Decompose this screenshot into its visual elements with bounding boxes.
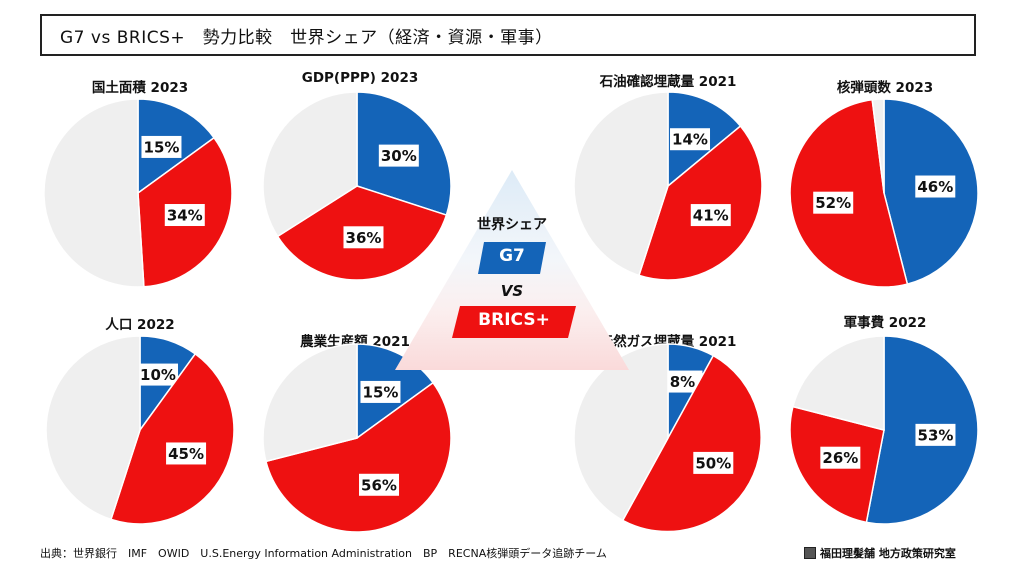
chart-title-gdp: GDP(PPP) 2023: [301, 70, 419, 86]
pie-1: 30% 36%: [262, 91, 452, 281]
data-label-box: [662, 370, 703, 393]
data-label-box: [670, 128, 711, 151]
data-label-box: [359, 473, 400, 496]
data-label: 8%: [670, 373, 695, 391]
vs-label: VS: [500, 282, 524, 300]
data-label-box: [693, 451, 734, 474]
pie-7: 53% 26%: [789, 335, 979, 525]
data-label: 10%: [140, 366, 176, 384]
chart-title-population: 人口 2022: [105, 317, 175, 333]
chart-title-land: 国土面積 2023: [91, 80, 189, 96]
data-label-box: [360, 380, 401, 403]
data-label: 41%: [693, 207, 729, 225]
data-label: 52%: [815, 194, 851, 212]
pie-slice-brics: [110, 352, 235, 525]
data-label-box: [813, 191, 854, 214]
data-label-box: [141, 135, 182, 158]
brics-badge-shape: [452, 306, 576, 338]
pie-slice-other: [792, 335, 885, 431]
pie-slice-other: [573, 343, 669, 522]
chart-title-agriculture: 農業生産額 2021: [300, 334, 410, 350]
data-label-box: [343, 226, 384, 249]
data-label-box: [164, 204, 205, 227]
data-label: 15%: [363, 383, 399, 401]
pie-3: 46% 52%: [789, 98, 979, 288]
center-triangle: [395, 170, 629, 370]
credit-logo-icon: [804, 547, 816, 559]
pie-slice-other: [871, 98, 885, 194]
data-label: 15%: [144, 138, 180, 156]
pie-slice-other: [45, 335, 141, 521]
data-label: 56%: [361, 476, 397, 494]
data-label: 45%: [168, 445, 204, 463]
pie-6: 8% 50%: [573, 343, 762, 533]
data-label: 46%: [917, 178, 953, 196]
chart-title-gas: 天然ガス埋蔵量 2021: [599, 334, 737, 350]
data-label: 36%: [346, 229, 382, 247]
pie-2: 14% 41%: [573, 91, 763, 281]
page-title-box: G7 vs BRICS+ 勢力比較 世界シェア（経済・資源・軍事）: [40, 14, 976, 56]
data-label: 53%: [918, 426, 954, 444]
credit-text: 福田理髪舗 地方政策研究室: [820, 547, 956, 560]
g7-badge-shape: [478, 242, 546, 274]
credit: 福田理髪舗 地方政策研究室: [804, 545, 956, 561]
chart-title-military: 軍事費 2022: [843, 315, 927, 331]
data-label: 34%: [167, 207, 203, 225]
data-label-box: [166, 442, 207, 465]
data-label: 30%: [381, 147, 417, 165]
data-label-box: [915, 423, 956, 446]
data-label: 50%: [695, 454, 731, 472]
data-label-box: [690, 204, 731, 227]
pie-slice-other: [262, 343, 358, 463]
data-label-box: [915, 175, 956, 198]
pie-slice-other: [573, 91, 669, 277]
data-label-box: [820, 446, 861, 469]
pie-0: 15% 34%: [43, 98, 233, 288]
source-note: 出典：世界銀行 IMF OWID U.S.Energy Information …: [40, 547, 607, 560]
center-heading: 世界シェア: [477, 217, 547, 233]
data-label: 26%: [822, 449, 858, 467]
data-label-box: [138, 363, 179, 386]
page-title: G7 vs BRICS+ 勢力比較 世界シェア（経済・資源・軍事）: [60, 27, 553, 48]
chart-title-oil: 石油確認埋蔵量 2021: [599, 74, 737, 90]
pie-slice-other: [262, 91, 358, 238]
chart-title-nuclear: 核弾頭数 2023: [836, 80, 934, 96]
pie-slice-brics: [621, 354, 762, 533]
data-label: 14%: [672, 131, 708, 149]
brics-badge: BRICS+: [478, 310, 550, 330]
pie-4: 10% 45%: [45, 335, 235, 525]
pie-slice-other: [43, 98, 145, 288]
pie-slice-brics: [638, 125, 763, 281]
g7-badge: G7: [499, 246, 525, 266]
pie-slice-brics: [265, 381, 452, 533]
data-label-box: [378, 144, 419, 167]
